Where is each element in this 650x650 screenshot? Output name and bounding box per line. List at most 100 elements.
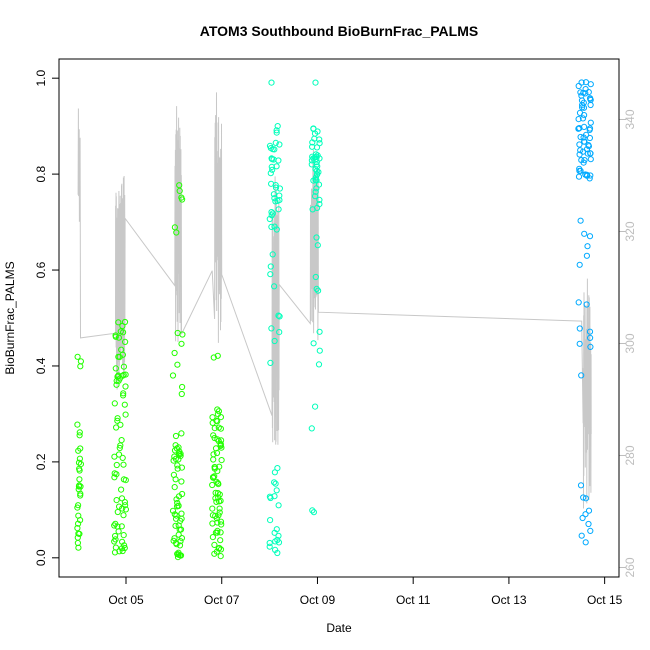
data-point	[587, 150, 594, 157]
data-point	[272, 184, 280, 191]
x-tick-label: Oct 15	[587, 593, 623, 607]
data-point	[113, 461, 120, 469]
data-point	[275, 502, 282, 509]
plot-frame	[58, 58, 620, 578]
data-point	[310, 340, 317, 347]
data-point	[209, 520, 216, 527]
data-point	[217, 537, 224, 544]
data-point	[575, 116, 582, 123]
x-tick-label: Oct 07	[204, 593, 240, 607]
data-point	[216, 498, 223, 505]
data-point	[176, 448, 183, 455]
data-point	[575, 82, 582, 90]
x-axis-label: Date	[326, 621, 352, 635]
data-point	[267, 517, 274, 524]
data-point	[211, 425, 218, 432]
data-point	[113, 381, 120, 388]
data-point	[587, 119, 594, 126]
data-point	[579, 115, 587, 122]
data-point	[582, 539, 589, 546]
data-point	[210, 354, 217, 361]
data-point	[218, 457, 225, 464]
data-point	[74, 525, 81, 532]
data-point	[178, 510, 185, 517]
data-point	[576, 325, 583, 332]
data-point	[586, 175, 593, 182]
data-point	[116, 444, 123, 452]
data-point	[273, 526, 280, 533]
data-point	[179, 196, 186, 203]
data-point	[74, 504, 81, 511]
data-point	[118, 437, 125, 444]
data-point	[276, 329, 283, 336]
data-point	[171, 484, 178, 491]
data-point	[111, 474, 118, 481]
data-point	[122, 383, 129, 390]
data-point	[577, 89, 584, 96]
data-point	[584, 243, 591, 250]
data-point	[268, 325, 275, 332]
data-point	[210, 432, 217, 439]
data-point	[580, 159, 587, 166]
data-point	[271, 479, 278, 486]
data-point	[274, 123, 281, 130]
data-point	[171, 349, 178, 357]
data-point	[111, 522, 118, 529]
data-point	[217, 425, 224, 432]
data-point	[112, 365, 119, 372]
data-point	[586, 328, 594, 335]
data-point	[577, 147, 584, 154]
data-point	[118, 486, 125, 493]
data-point	[174, 361, 181, 368]
y-tick-label: 0.0	[34, 549, 48, 566]
data-point	[122, 371, 129, 378]
data-point	[209, 414, 216, 421]
y2-tick-label: 280	[623, 445, 637, 465]
data-point	[268, 209, 275, 216]
data-point	[582, 511, 589, 518]
data-point	[587, 95, 594, 102]
data-point	[178, 535, 185, 542]
data-point	[274, 549, 281, 557]
data-point	[120, 512, 127, 519]
data-point	[587, 334, 594, 341]
data-point	[271, 283, 278, 290]
data-point	[575, 125, 582, 132]
y-axis-label: BioBurnFrac_PALMS	[3, 261, 17, 374]
x-tick-label: Oct 05	[108, 593, 144, 607]
data-point	[76, 476, 83, 483]
data-point	[587, 101, 594, 109]
data-point	[121, 401, 128, 408]
data-point	[576, 151, 583, 158]
data-point	[112, 333, 119, 340]
data-point	[314, 204, 321, 211]
chart-title: ATOM3 Southbound BioBurnFrac_PALMS	[200, 23, 478, 39]
y2-tick-label: 320	[623, 221, 637, 241]
data-point	[121, 542, 128, 549]
data-point	[178, 478, 185, 485]
data-point	[577, 217, 584, 224]
data-point	[275, 312, 282, 319]
data-point	[273, 226, 280, 233]
data-point	[119, 505, 126, 512]
data-point	[214, 527, 221, 535]
data-point	[216, 505, 223, 512]
data-point	[578, 79, 585, 86]
y-tick-label: 0.6	[34, 261, 48, 278]
data-point	[214, 436, 221, 443]
data-point	[176, 526, 183, 533]
data-point	[122, 411, 129, 418]
data-point	[120, 476, 128, 483]
data-point	[585, 520, 592, 528]
data-point	[120, 532, 127, 539]
data-point	[575, 299, 582, 306]
x-tick-label: Oct 13	[491, 593, 527, 607]
data-point	[179, 331, 186, 338]
data-point	[115, 319, 122, 326]
data-point	[266, 539, 273, 547]
data-point	[267, 170, 274, 177]
data-point	[216, 491, 223, 498]
data-point	[214, 352, 221, 359]
data-point	[213, 498, 220, 505]
data-point	[120, 392, 127, 399]
